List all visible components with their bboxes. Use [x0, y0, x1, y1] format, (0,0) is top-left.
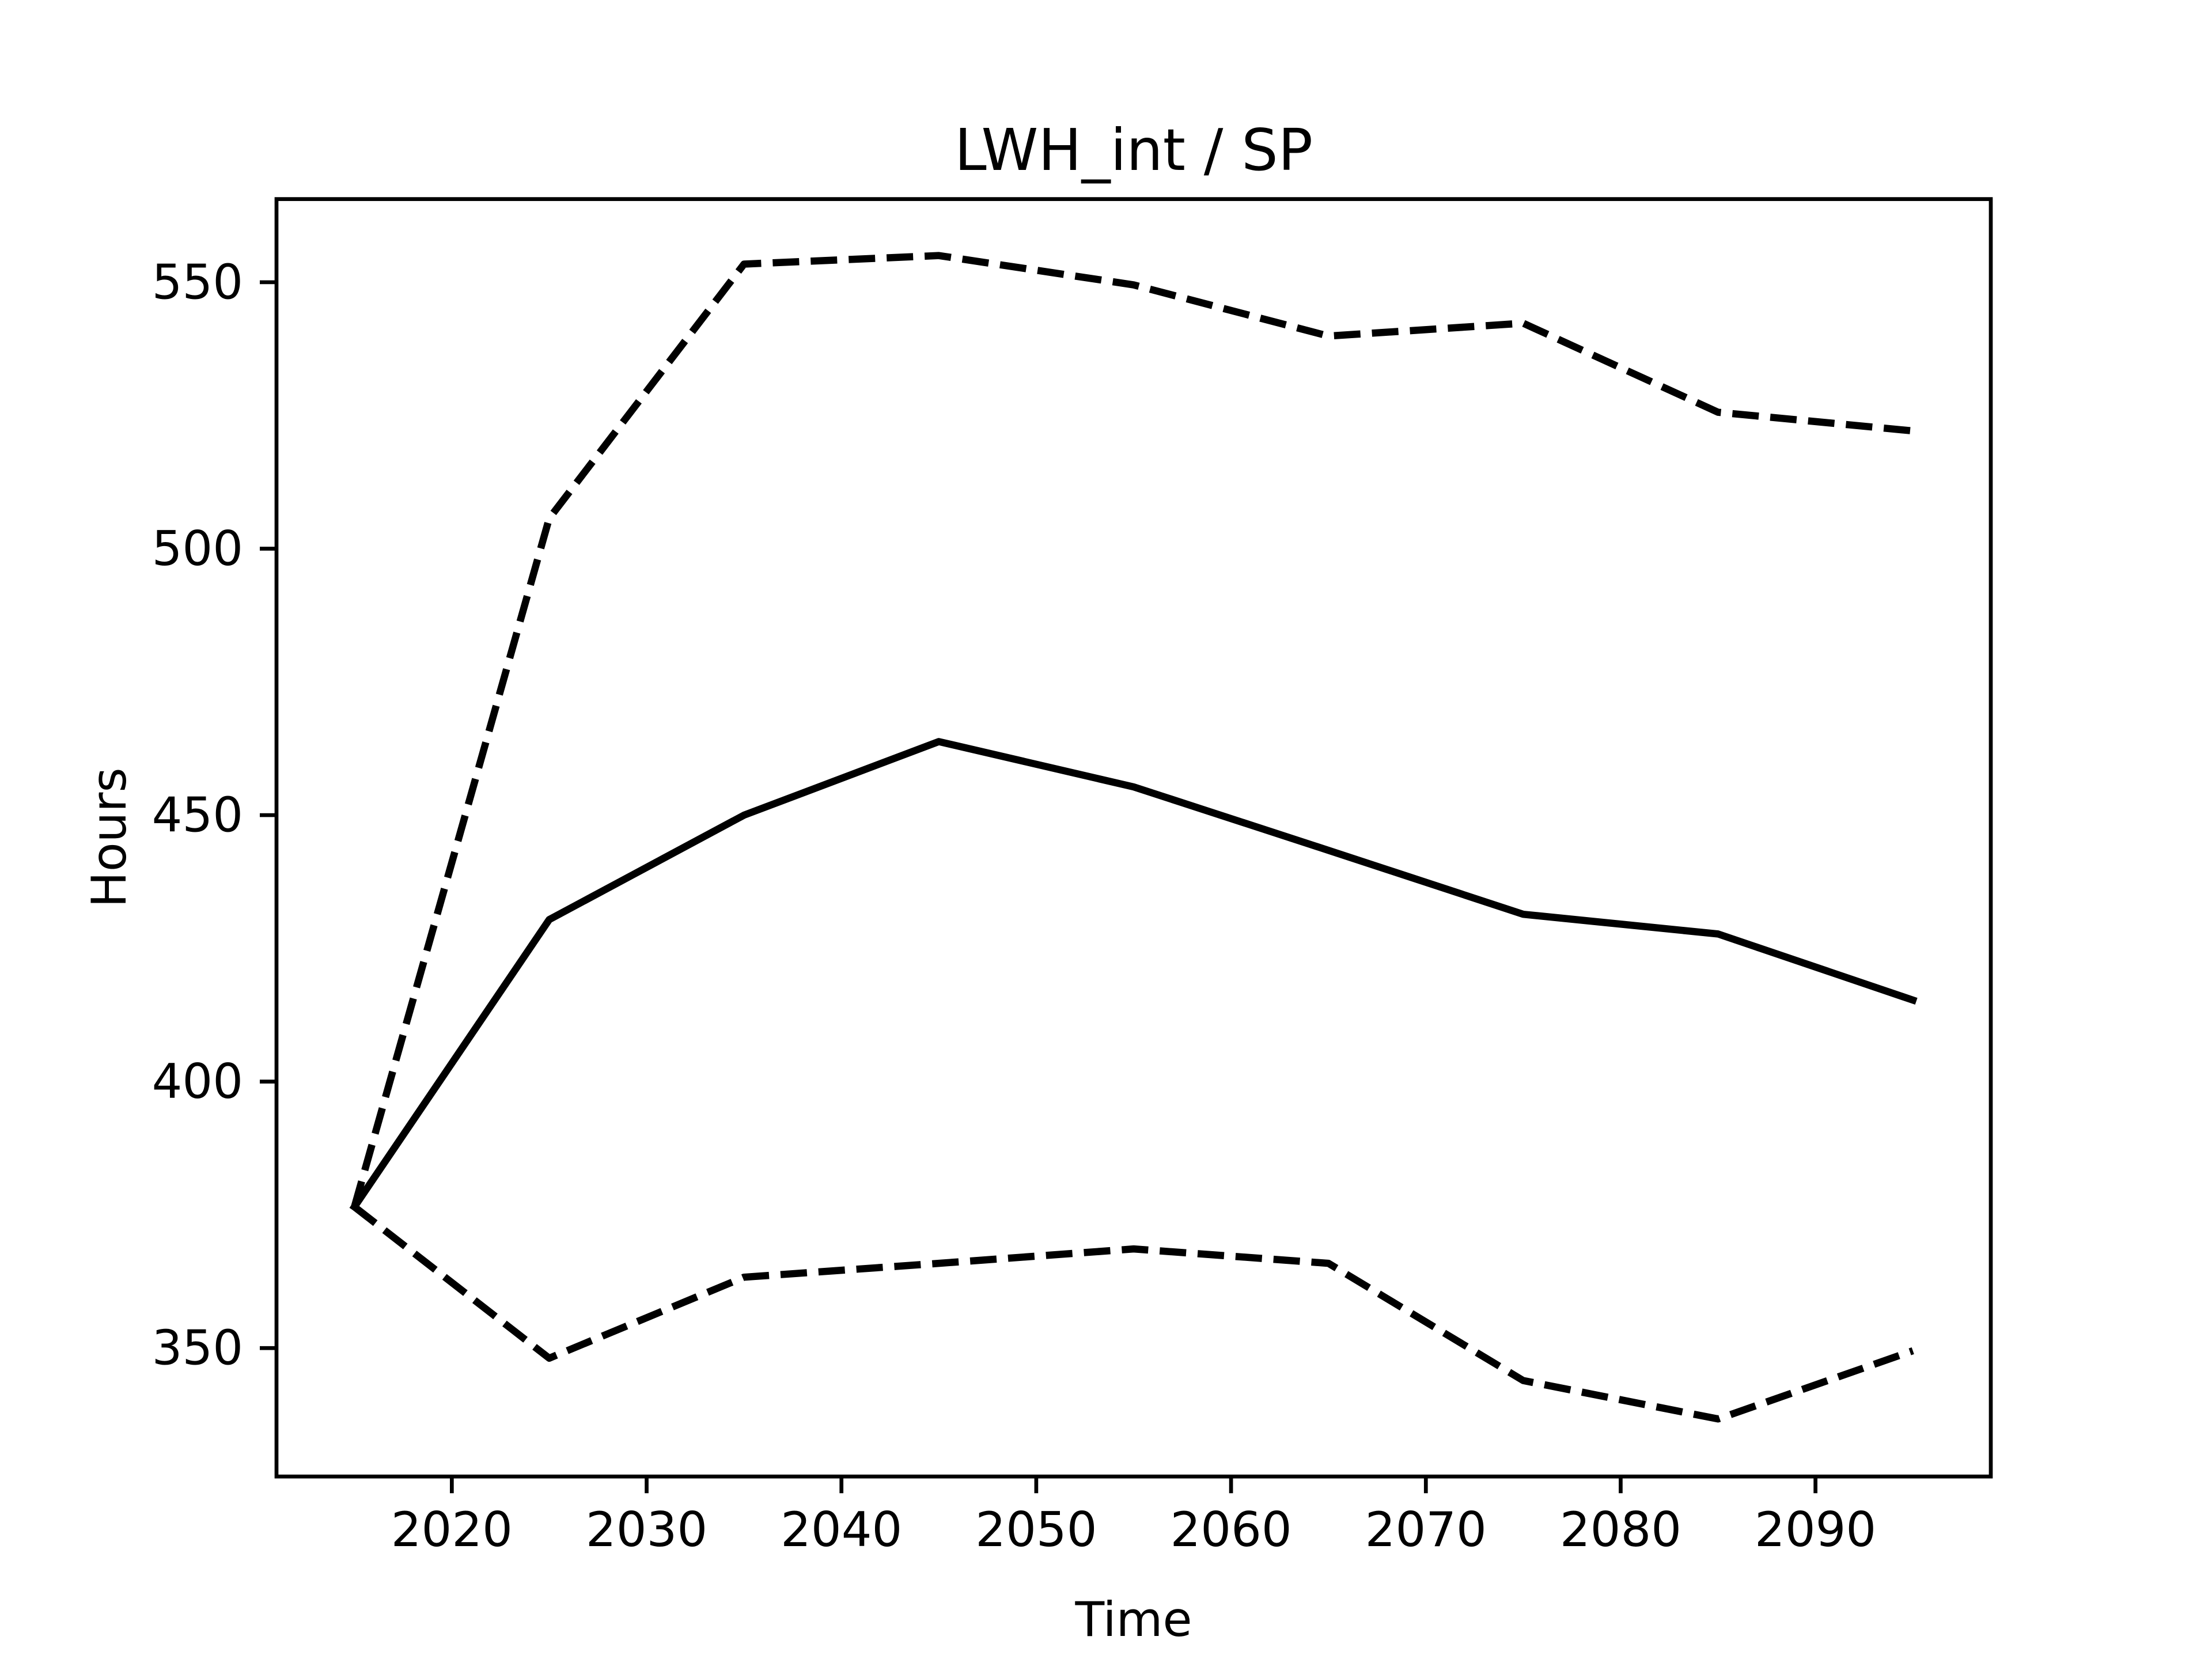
x-tick-label: 2020 [391, 1502, 513, 1558]
x-tick-label: 2030 [586, 1502, 707, 1558]
data-line [351, 252, 1914, 1208]
x-tick-label: 2070 [1365, 1502, 1487, 1558]
y-axis-label: Hours [81, 767, 137, 907]
x-axis-label: Time [1074, 1592, 1192, 1647]
data-line [349, 738, 1918, 1212]
y-tick-label: 350 [152, 1320, 243, 1376]
x-tick-label: 2090 [1755, 1502, 1876, 1558]
chart-title: LWH_int / SP [955, 116, 1313, 184]
x-tick-label: 2060 [1170, 1502, 1291, 1558]
plot-frame [274, 197, 1993, 1479]
data-line [352, 1204, 1914, 1423]
x-tick-label: 2080 [1560, 1502, 1681, 1558]
y-tick-label: 400 [152, 1054, 243, 1109]
y-tick-label: 500 [152, 521, 243, 577]
x-tick-label: 2040 [781, 1502, 902, 1558]
y-tick-label: 550 [152, 254, 243, 310]
x-tick-label: 2050 [975, 1502, 1097, 1558]
y-tick-label: 450 [152, 787, 243, 843]
